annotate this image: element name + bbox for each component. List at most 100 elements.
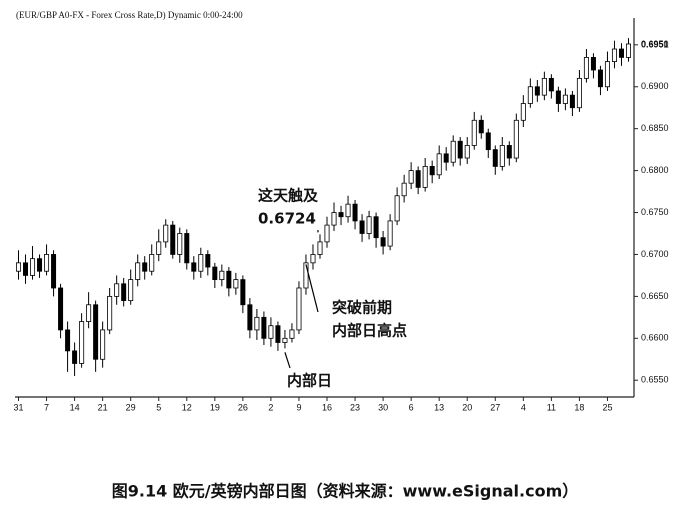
caption: 图9.14 欧元/英镑内部日图（资料来源：www.eSignal.com） xyxy=(112,482,579,501)
candle-body xyxy=(590,57,596,71)
candle-body xyxy=(177,233,183,255)
candle-body xyxy=(170,224,176,255)
candle-body xyxy=(380,237,386,247)
candle-body xyxy=(184,233,190,264)
candle-body xyxy=(226,270,232,289)
candle-body xyxy=(499,145,505,167)
candle-body xyxy=(16,262,22,272)
candle-body xyxy=(492,149,498,167)
candle-body xyxy=(338,212,344,218)
candle-body xyxy=(576,77,582,109)
candle-body xyxy=(72,350,78,364)
x-tick-label: 7 xyxy=(44,402,49,412)
candle-body xyxy=(625,43,631,58)
candle-body xyxy=(156,241,162,255)
y-tick-label: 0.6600 xyxy=(641,333,669,343)
candle-body xyxy=(198,254,204,272)
x-tick-label: 11 xyxy=(547,402,556,412)
candle-body xyxy=(464,145,470,159)
candle-body xyxy=(44,254,50,272)
annotation: 0.6724 xyxy=(258,210,316,228)
y-tick-label: 0.6950 xyxy=(641,39,669,49)
y-tick-label: 0.6800 xyxy=(641,165,669,175)
candle-body xyxy=(212,266,218,281)
candle-body xyxy=(527,86,533,104)
candle-body xyxy=(149,254,155,272)
x-tick-label: 21 xyxy=(98,402,108,412)
candle-body xyxy=(611,48,617,63)
candle-body xyxy=(275,325,281,343)
candle-body xyxy=(128,279,134,301)
candle-body xyxy=(324,224,330,243)
annotation: 这天触及 xyxy=(258,187,319,205)
candle-body xyxy=(233,279,239,289)
x-tick-label: 30 xyxy=(378,402,388,412)
x-tick-label: 19 xyxy=(210,402,220,412)
x-tick-label: 4 xyxy=(521,402,526,412)
candle-body xyxy=(562,94,568,104)
candle-body xyxy=(254,316,260,331)
x-tick-label: 12 xyxy=(182,402,192,412)
candle-body xyxy=(289,329,295,339)
candle-body xyxy=(240,279,246,306)
x-tick-label: 31 xyxy=(13,402,23,412)
candle-body xyxy=(457,140,463,159)
candle-body xyxy=(422,166,428,188)
candle-body xyxy=(51,254,57,289)
candle-body xyxy=(597,69,603,88)
x-tick-label: 6 xyxy=(409,402,414,412)
y-tick-label: 0.6850 xyxy=(641,123,669,133)
candle-body xyxy=(513,119,519,159)
x-tick-label: 20 xyxy=(462,402,472,412)
x-tick-label: 26 xyxy=(238,402,248,412)
candle-body xyxy=(520,103,526,121)
candle-body xyxy=(37,258,43,272)
x-tick-label: 23 xyxy=(350,402,360,412)
annotation: 内部日高点 xyxy=(332,322,407,340)
candle-body xyxy=(317,241,323,255)
candle-body xyxy=(261,316,267,339)
x-tick-label: 29 xyxy=(126,402,136,412)
candle-body xyxy=(618,48,624,58)
candle-body xyxy=(205,254,211,268)
candle-body xyxy=(345,203,351,218)
candle-body xyxy=(23,262,29,276)
last-price-label: 0.6951 xyxy=(641,39,669,49)
candle-body xyxy=(93,304,99,360)
y-tick-label: 0.6550 xyxy=(641,375,669,385)
x-tick-label: 27 xyxy=(490,402,500,412)
candle-body xyxy=(436,153,442,176)
candle-body xyxy=(450,140,456,163)
x-tick-label: 14 xyxy=(70,402,80,412)
candle-body xyxy=(247,304,253,331)
candle-body xyxy=(282,337,288,343)
candle-body xyxy=(142,262,148,272)
candle-body xyxy=(471,119,477,146)
candle-body xyxy=(485,132,491,151)
candle-body xyxy=(534,86,540,96)
x-tick-label: 2 xyxy=(268,402,273,412)
candle-body xyxy=(359,220,365,234)
candle-body xyxy=(408,170,414,184)
candle-body xyxy=(296,287,302,331)
candle-body xyxy=(30,258,36,276)
candle-body xyxy=(555,90,561,104)
candle-body xyxy=(394,195,400,222)
candle-body xyxy=(86,304,92,322)
candle-body xyxy=(387,220,393,247)
candle-body xyxy=(114,283,120,297)
candle-body xyxy=(415,170,421,188)
candle-body xyxy=(310,254,316,264)
candle-body xyxy=(548,77,554,92)
candle-body xyxy=(478,119,484,134)
candle-body xyxy=(219,270,225,281)
x-tick-label: 13 xyxy=(434,402,444,412)
annotation: 突破前期 xyxy=(332,299,392,317)
candle-body xyxy=(65,329,71,352)
candle-body xyxy=(107,295,113,331)
candle-body xyxy=(79,321,85,364)
candle-body xyxy=(401,182,407,197)
candle-body xyxy=(366,216,372,234)
x-tick-label: 9 xyxy=(296,402,301,412)
